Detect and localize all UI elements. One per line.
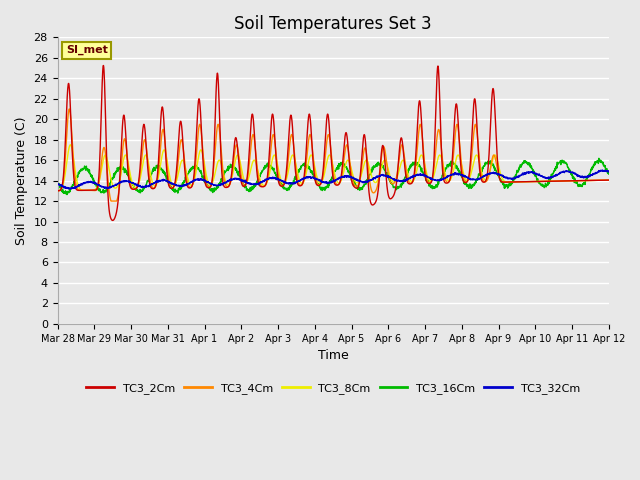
X-axis label: Time: Time [318, 349, 349, 362]
Text: SI_met: SI_met [66, 45, 108, 55]
Legend: TC3_2Cm, TC3_4Cm, TC3_8Cm, TC3_16Cm, TC3_32Cm: TC3_2Cm, TC3_4Cm, TC3_8Cm, TC3_16Cm, TC3… [82, 379, 584, 398]
Y-axis label: Soil Temperature (C): Soil Temperature (C) [15, 116, 28, 245]
Title: Soil Temperatures Set 3: Soil Temperatures Set 3 [234, 15, 432, 33]
